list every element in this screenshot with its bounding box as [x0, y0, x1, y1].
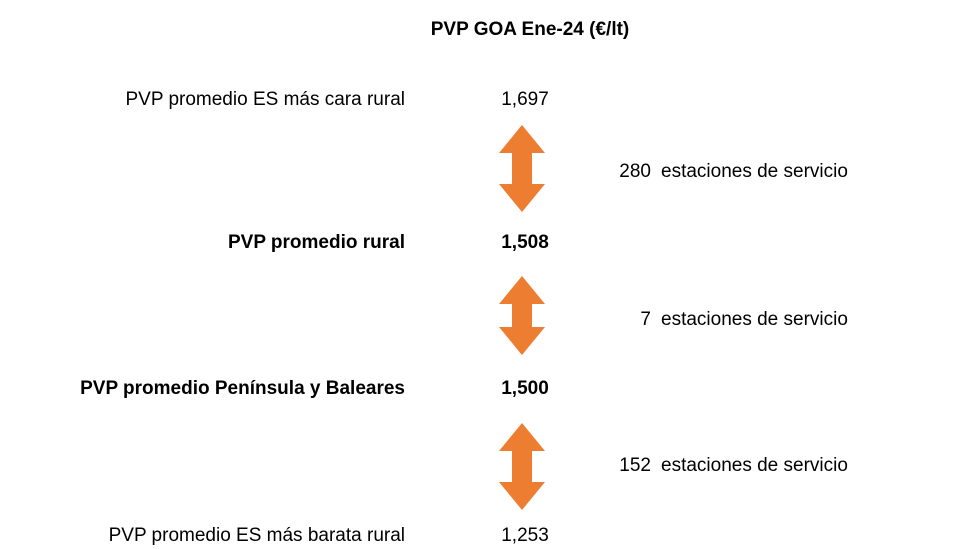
gap-count: 280: [619, 161, 651, 182]
level-value: 1,500: [501, 378, 549, 399]
title: PVP GOA Ene-24 (€/lt): [431, 19, 630, 40]
level-label: PVP promedio ES más barata rural: [109, 525, 405, 546]
level-label: PVP promedio ES más cara rural: [126, 89, 406, 110]
gap-unit: estaciones de servicio: [661, 309, 848, 330]
level-label: PVP promedio rural: [228, 232, 405, 253]
double-arrow: [499, 423, 545, 510]
gap-count: 7: [640, 309, 651, 330]
level-value: 1,508: [501, 232, 549, 253]
level-value: 1,253: [501, 525, 549, 546]
gap-unit: estaciones de servicio: [661, 455, 848, 476]
gap-unit: estaciones de servicio: [661, 161, 848, 182]
level-label: PVP promedio Península y Baleares: [80, 378, 405, 399]
gap-count: 152: [619, 455, 651, 476]
level-value: 1,697: [501, 89, 549, 110]
double-arrow: [499, 276, 545, 355]
double-arrow: [499, 125, 545, 212]
